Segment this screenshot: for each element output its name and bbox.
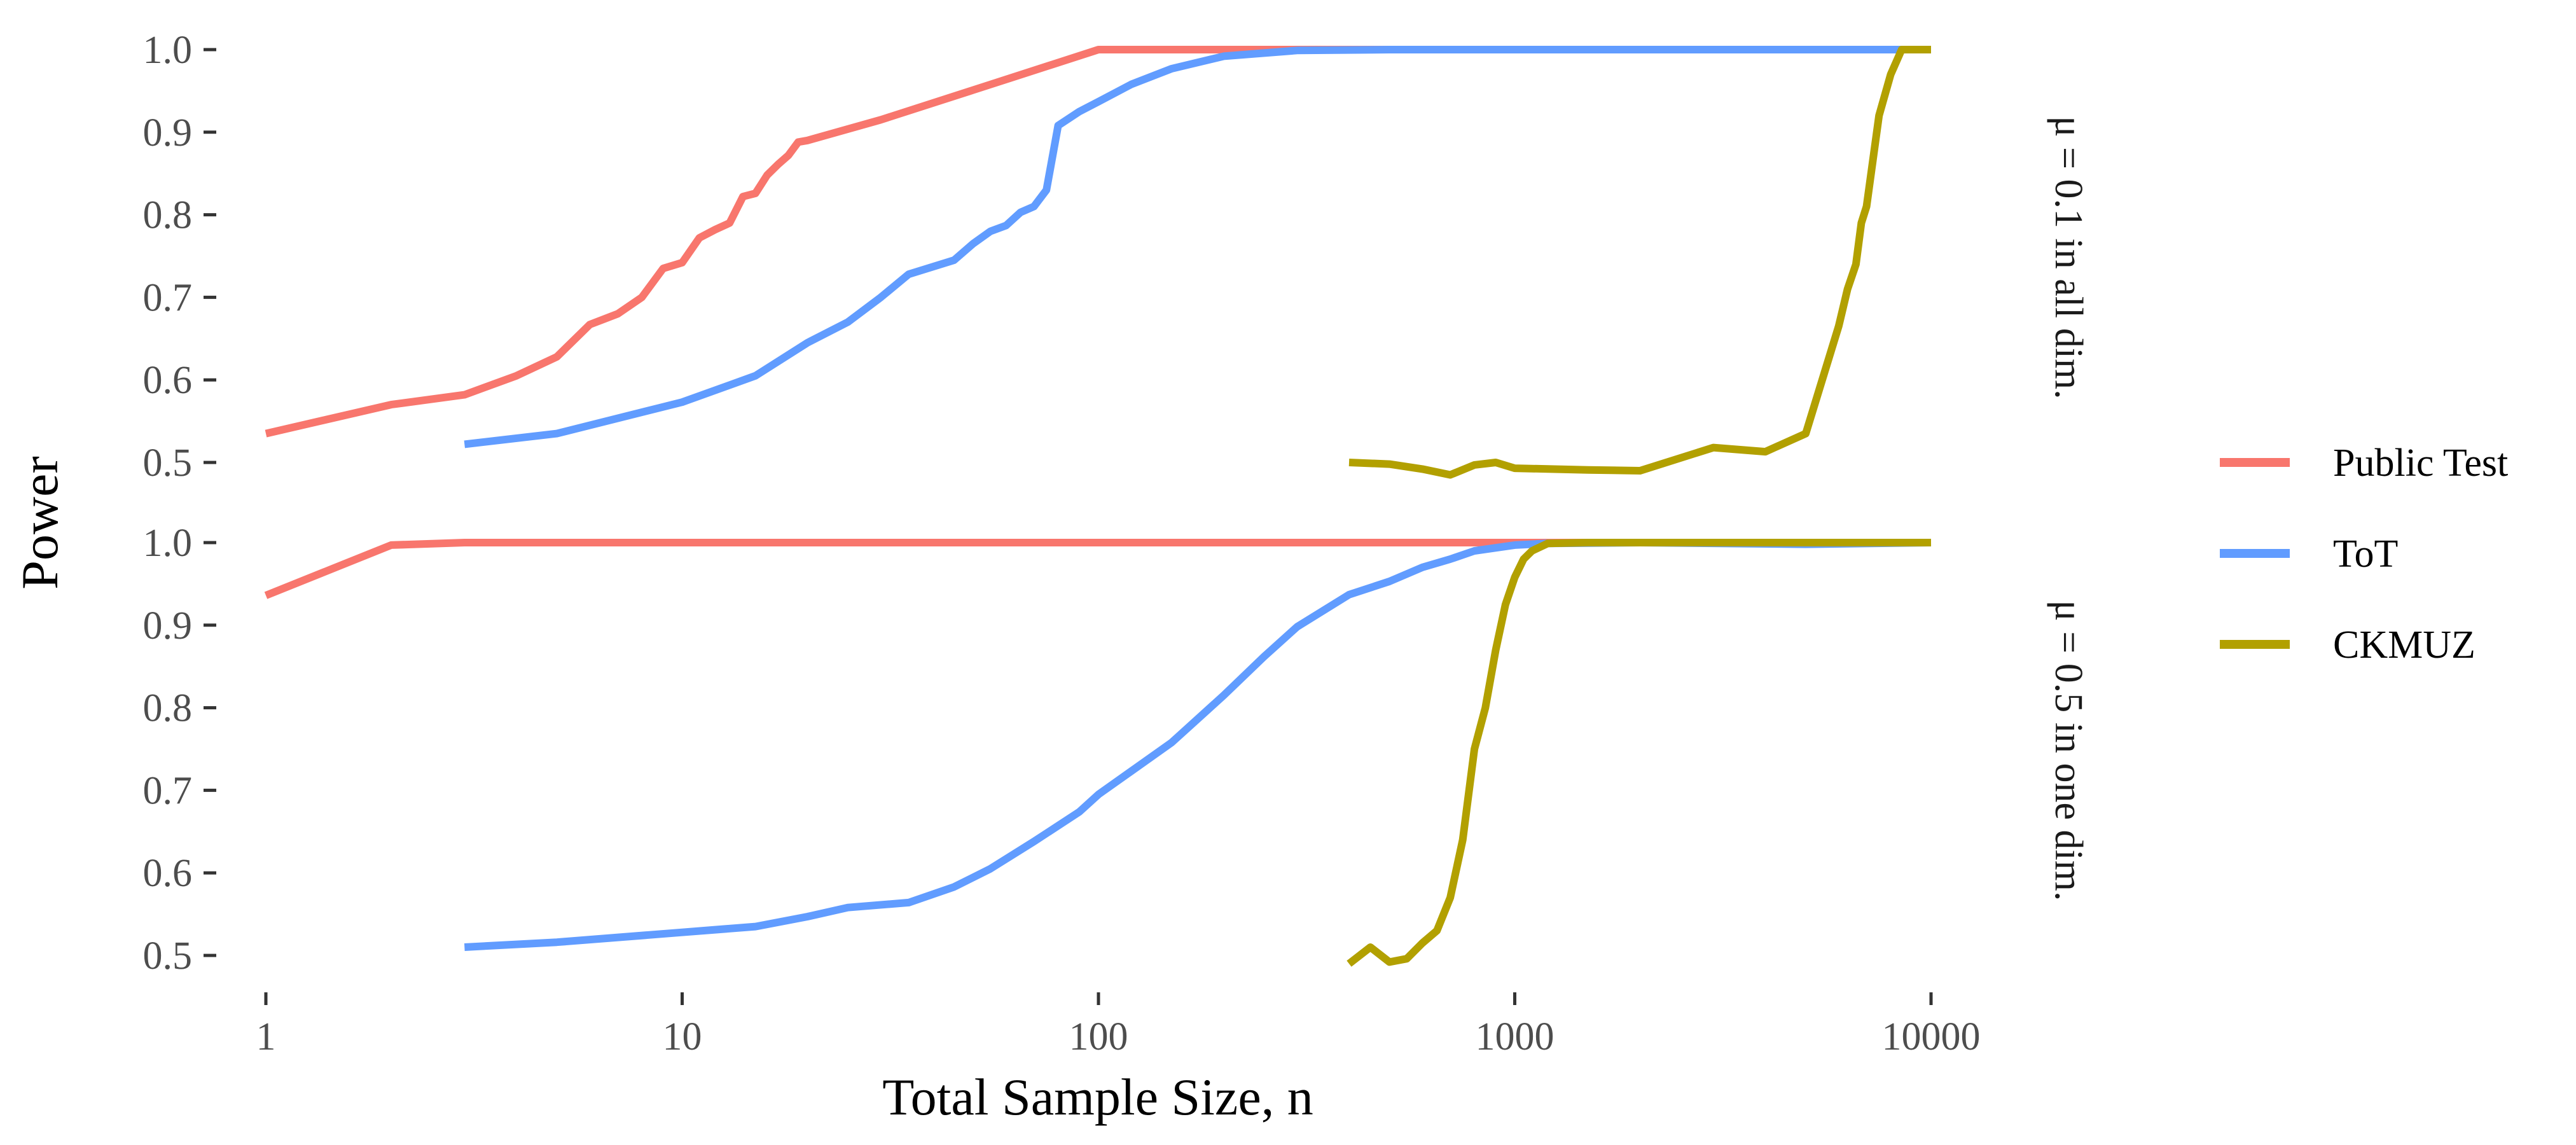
x-tick-label: 1000 [1476,1015,1555,1058]
y-tick-label: 0.7 [143,769,193,812]
y-tick-label: 0.7 [143,276,193,319]
y-tick-label: 0.9 [143,604,193,648]
y-tick-label: 0.8 [143,194,193,237]
x-tick-label: 1 [256,1015,276,1058]
y-tick-label: 0.5 [143,934,193,978]
y-tick-label: 1.0 [143,522,193,565]
panel-strip-label: μ = 0.1 in all dim. [2047,116,2090,399]
legend-label: ToT [2333,532,2398,576]
series-line-tot-panel-1 [464,46,1931,448]
series-line-public-test-panel-1 [265,46,1931,438]
y-tick-label: 0.9 [143,111,193,155]
y-tick-label: 0.6 [143,852,193,895]
legend-label: Public Test [2333,441,2508,485]
series-line-tot-panel-2 [464,539,1932,951]
legend-label: CKMUZ [2333,623,2476,667]
y-tick-label: 1.0 [143,29,193,72]
series-line-public-test-panel-2 [264,539,1931,599]
series-line-ckmuz-panel-2 [1347,539,1931,967]
panel-strip-label: μ = 0.5 in one dim. [2047,600,2090,901]
y-tick-label: 0.8 [143,687,193,730]
x-axis-title: Total Sample Size, n [882,1068,1313,1126]
series-line-ckmuz-panel-1 [1348,46,1931,479]
y-tick-label: 0.5 [143,441,193,485]
x-tick-label: 10000 [1882,1015,1981,1058]
y-tick-label: 0.6 [143,359,193,402]
x-tick-label: 10 [663,1015,702,1058]
x-tick-label: 100 [1069,1015,1128,1058]
y-axis-title: Power [11,456,69,590]
